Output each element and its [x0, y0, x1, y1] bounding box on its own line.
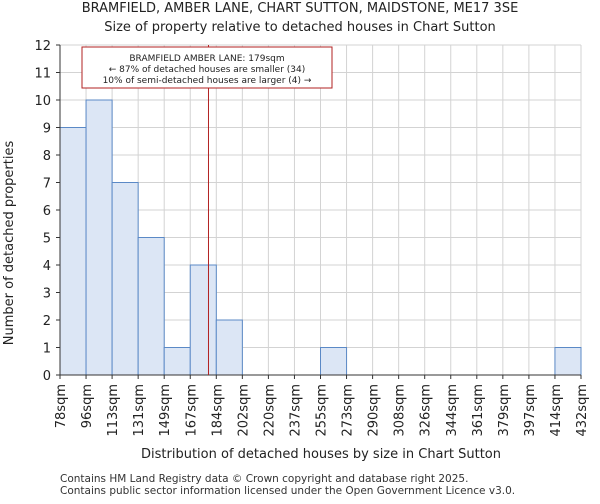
footer-line-1: Contains HM Land Registry data © Crown c… — [60, 473, 468, 485]
y-tick-label: 3 — [43, 287, 51, 302]
histogram-bar — [189, 264, 217, 376]
x-tick-label: 220sqm — [262, 384, 277, 437]
y-tick-label: 8 — [43, 149, 51, 164]
histogram-bar — [163, 347, 191, 376]
y-axis-label: Number of detached properties — [2, 141, 17, 346]
y-tick-label: 11 — [34, 67, 51, 82]
histogram-bar — [554, 347, 582, 376]
x-tick-label: 361sqm — [471, 384, 486, 437]
annotation-box: BRAMFIELD AMBER LANE: 179sqm ← 87% of de… — [81, 46, 333, 89]
y-tick-label: 6 — [43, 204, 51, 219]
x-tick-label: 255sqm — [315, 384, 330, 437]
x-tick-label: 167sqm — [184, 384, 199, 437]
y-tick-label: 10 — [34, 94, 51, 109]
x-tick-label: 308sqm — [393, 384, 408, 437]
y-tick-label: 1 — [43, 342, 51, 357]
histogram-bar — [215, 319, 243, 376]
y-tick-label: 4 — [43, 259, 51, 274]
bar-layer — [59, 99, 582, 376]
histogram-bar — [85, 99, 113, 376]
x-tick-label: 290sqm — [367, 384, 382, 437]
chart-title: BRAMFIELD, AMBER LANE, CHART SUTTON, MAI… — [82, 1, 519, 16]
chart-subtitle: Size of property relative to detached ho… — [104, 20, 496, 35]
annotation-frame — [81, 46, 333, 89]
x-tick-label: 113sqm — [106, 384, 121, 437]
axis-layer — [56, 44, 582, 379]
histogram-bar — [137, 237, 165, 376]
y-tick-label: 7 — [43, 177, 51, 192]
y-tick-label: 9 — [43, 122, 51, 137]
histogram-bar — [111, 182, 139, 376]
annotation-line-1: BRAMFIELD AMBER LANE: 179sqm — [129, 54, 284, 64]
y-tick-label: 2 — [43, 314, 51, 329]
x-tick-label: 414sqm — [549, 384, 564, 437]
x-axis-label: Distribution of detached houses by size … — [141, 447, 501, 462]
annotation-line-2: ← 87% of detached houses are smaller (34… — [109, 65, 306, 75]
x-tick-label: 131sqm — [132, 384, 147, 437]
x-tick-label: 96sqm — [80, 384, 95, 428]
footer-line-2: Contains public sector information licen… — [60, 485, 515, 497]
x-tick-label: 379sqm — [497, 384, 512, 437]
histogram-bar — [320, 347, 348, 376]
y-tick-label: 12 — [34, 39, 51, 54]
x-tick-label: 78sqm — [54, 384, 69, 428]
y-tick-label: 0 — [43, 369, 51, 384]
x-tick-label: 237sqm — [288, 384, 303, 437]
x-tick-label: 326sqm — [419, 384, 434, 437]
x-tick-label: 344sqm — [445, 384, 460, 437]
x-tick-label: 432sqm — [575, 384, 590, 437]
x-tick-labels: 78sqm 96sqm 113sqm 131sqm 149sqm 167sqm 184sqm… — [54, 384, 590, 437]
x-tick-label: 149sqm — [158, 384, 173, 437]
x-tick-label: 273sqm — [341, 384, 356, 437]
annotation-line-3: 10% of semi-detached houses are larger (… — [103, 76, 312, 86]
histogram-bar — [59, 127, 87, 376]
x-tick-label: 202sqm — [236, 384, 251, 437]
x-tick-label: 397sqm — [523, 384, 538, 437]
y-tick-label: 5 — [43, 232, 51, 247]
x-tick-label: 184sqm — [210, 384, 225, 437]
